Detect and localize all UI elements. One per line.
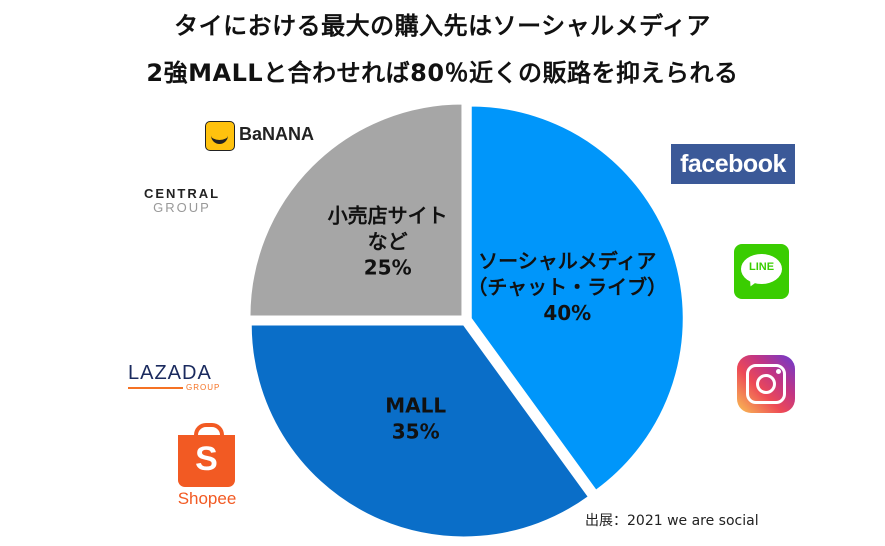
chart-title-line2: 2強MALLと合わせれば80％近くの販路を抑えられる <box>146 59 739 87</box>
shopee-logo: S Shopee <box>172 423 242 511</box>
pie-slice-3 <box>248 102 464 318</box>
banana-mark-icon <box>205 121 235 151</box>
banana-logo-text: BaNANA <box>239 124 315 144</box>
pie-slice-label-2: MALL <box>385 394 446 418</box>
line-logo: LINE <box>734 244 789 299</box>
pie-value-label-2: 35% <box>392 420 440 444</box>
source-note: 出展：2021 we are social <box>585 513 759 529</box>
instagram-dot <box>776 369 781 374</box>
central-logo-line1: CENTRAL <box>143 186 221 201</box>
pie-slice-2 <box>249 323 591 539</box>
pie-slice-1 <box>469 104 685 493</box>
pie-slice-label-3: 小売店サイト <box>328 204 448 228</box>
line-bubble-icon <box>741 254 782 284</box>
central-logo-line2: GROUP <box>153 200 211 215</box>
pie-value-label-3: 25% <box>364 256 412 280</box>
pie-slice-label-3: など <box>368 230 408 254</box>
facebook-logo: facebook <box>671 144 795 184</box>
central-group-logo: CENTRAL GROUP <box>141 186 223 215</box>
shopee-bag-icon <box>178 435 235 487</box>
lazada-logo: LAZADA GROUP <box>128 362 220 392</box>
line-bubble-tail <box>746 276 760 289</box>
lazada-logo-text: LAZADA <box>128 362 212 384</box>
instagram-icon <box>737 355 795 413</box>
lazada-underline <box>128 387 183 389</box>
pie-slice-label-1: （チャット・ライブ） <box>467 275 667 299</box>
pie-value-label-1: 40% <box>543 301 591 325</box>
line-logo-text: LINE <box>748 261 775 273</box>
instagram-frame <box>746 364 786 404</box>
lazada-logo-sub: GROUP <box>186 383 221 392</box>
shopee-mark: S <box>195 440 218 478</box>
pie-slice-label-1: ソーシャルメディア <box>478 249 656 273</box>
instagram-lens <box>756 374 776 394</box>
shopee-logo-text: Shopee <box>177 489 237 508</box>
chart-title-line1: タイにおける最大の購入先はソーシャルメディア <box>174 12 711 40</box>
